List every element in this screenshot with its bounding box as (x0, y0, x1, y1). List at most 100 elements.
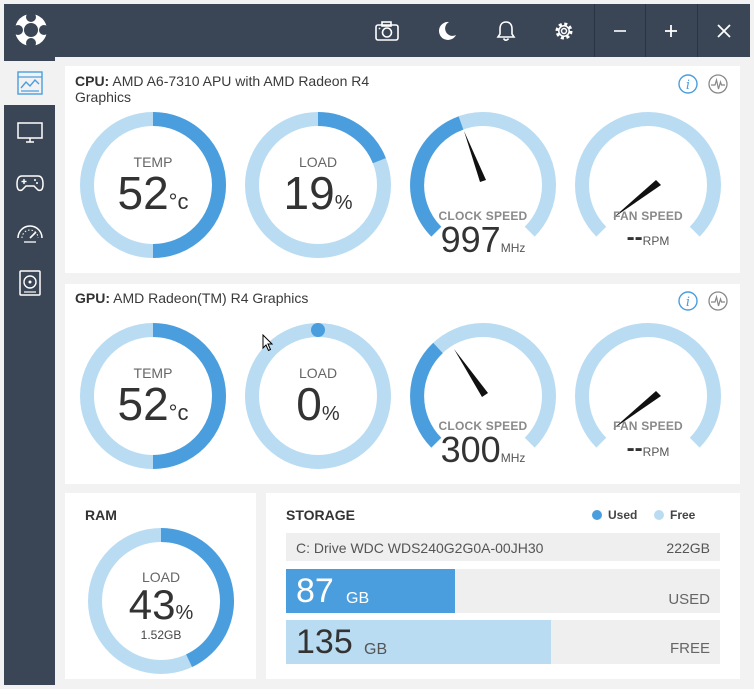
cpu-graph-button[interactable] (708, 74, 728, 94)
cpu-title: CPU: AMD A6-7310 APU with AMD Radeon R4 … (75, 73, 369, 105)
gamepad-icon (15, 175, 44, 192)
ram-load-unit: % (175, 602, 194, 624)
titlebar-separator (645, 4, 646, 57)
info-icon: i (678, 291, 698, 311)
app-window: CPU: AMD A6-7310 APU with AMD Radeon R4 … (4, 4, 750, 685)
gpu-fan-label: FAN SPEED (613, 419, 683, 433)
monitor-icon (16, 122, 43, 143)
cpu-clock-value: 997 (440, 219, 501, 260)
gpu-temp-label: TEMP (133, 365, 173, 381)
svg-text:i: i (686, 78, 690, 93)
gpu-name: AMD Radeon(TM) R4 Graphics (113, 290, 309, 306)
storage-title: STORAGE (286, 507, 355, 523)
gpu-graph-button[interactable] (708, 291, 728, 311)
cpu-clock-label: CLOCK SPEED (438, 209, 528, 223)
ram-load-label: LOAD (141, 569, 181, 585)
ram-load-arc (160, 528, 234, 668)
free-bar: 135 GB FREE (286, 620, 720, 664)
gpu-clock-unit: MHz (500, 451, 526, 465)
maximize-button[interactable] (645, 4, 697, 57)
cpu-prefix: CPU: (75, 73, 110, 89)
gpu-fan-value: -- (626, 435, 643, 462)
titlebar-separator (594, 4, 595, 57)
cpu-load-label: LOAD (298, 154, 338, 170)
cpu-panel: CPU: AMD A6-7310 APU with AMD Radeon R4 … (65, 66, 740, 273)
legend-used: Used (592, 508, 637, 522)
screenshot-button[interactable] (358, 4, 416, 57)
cpu-temp-readout: 52°c (78, 166, 228, 220)
gear-icon (555, 22, 573, 39)
used-label: USED (668, 591, 710, 608)
sidebar-item-dashboard[interactable] (4, 61, 55, 105)
gpu-load-value: 0 (296, 378, 322, 430)
free-unit: GB (364, 641, 388, 658)
sidebar-item-monitor[interactable] (4, 111, 55, 155)
legend-free: Free (654, 508, 695, 522)
gpu-info-button[interactable]: i (678, 291, 698, 311)
gpu-fan-gauge (575, 323, 721, 448)
free-label: FREE (669, 640, 710, 657)
cpu-temp-unit: °c (168, 189, 189, 214)
gpu-load-unit: % (321, 403, 340, 425)
cpu-temp-gauge (80, 112, 226, 258)
free-value: 135 (296, 623, 353, 661)
ram-load-value: 43 (128, 581, 176, 628)
cpu-clock-readout: 997MHz (408, 219, 558, 261)
close-icon (716, 23, 731, 38)
minimize-button[interactable] (594, 4, 645, 57)
storage-panel: STORAGE Used Free C: Drive WDC WDS240G2G… (266, 493, 740, 679)
title-bar (4, 4, 750, 57)
moon-icon (438, 21, 456, 40)
sidebar-item-games[interactable] (4, 161, 55, 205)
legend-free-swatch (654, 510, 664, 520)
gpu-panel: GPU: AMD Radeon(TM) R4 Graphics i TEMP 5… (65, 284, 740, 484)
cpu-name-line2: Graphics (75, 89, 132, 105)
gpu-fan-readout: --RPM (573, 435, 723, 463)
gpu-clock-gauge (410, 323, 556, 448)
settings-button[interactable] (535, 4, 593, 57)
sidebar (4, 57, 55, 685)
svg-text:i: i (686, 295, 690, 310)
cpu-load-value: 19 (283, 167, 335, 219)
cpu-name: AMD A6-7310 APU with AMD Radeon R4 (112, 73, 370, 89)
legend-used-swatch (592, 510, 602, 520)
cpu-fan-gauge (575, 112, 721, 237)
sidebar-item-storage[interactable] (4, 261, 55, 305)
ram-load-gauge (88, 528, 234, 674)
gpu-temp-gauge (80, 323, 226, 469)
gpu-clock-label: CLOCK SPEED (438, 419, 528, 433)
gpu-load-label: LOAD (298, 365, 338, 381)
drive-row[interactable]: C: Drive WDC WDS240G2G0A-00JH30 222GB (286, 533, 720, 561)
cpu-info-button[interactable]: i (678, 74, 698, 94)
minimize-icon (613, 29, 626, 32)
cpu-load-gauge (245, 112, 391, 258)
close-button[interactable] (697, 4, 750, 57)
drive-name: C: Drive WDC WDS240G2G0A-00JH30 (296, 540, 544, 556)
info-icon: i (678, 74, 698, 94)
ram-amount: 1.52GB (140, 628, 182, 642)
sidebar-item-performance[interactable] (4, 211, 55, 255)
cpu-clock-unit: MHz (500, 241, 526, 255)
cpu-fan-unit: RPM (642, 234, 670, 248)
cpu-fan-readout: --RPM (573, 224, 723, 252)
cpu-load-readout: 19% (243, 166, 393, 220)
cpu-temp-label: TEMP (133, 154, 173, 170)
gpu-temp-readout: 52°c (78, 377, 228, 431)
ram-load-readout: 43% (86, 581, 236, 629)
free-bar-fill (286, 620, 551, 664)
bell-icon (496, 20, 516, 41)
dark-mode-button[interactable] (418, 4, 476, 57)
gpu-clock-value: 300 (440, 429, 501, 470)
notifications-button[interactable] (477, 4, 535, 57)
ram-panel: RAM LOAD 43% 1.52GB (65, 493, 256, 679)
mouse-cursor-icon (262, 334, 274, 352)
speedometer-icon (16, 225, 43, 243)
gpu-temp-unit: °c (168, 400, 189, 425)
drive-icon (18, 270, 41, 296)
camera-icon (375, 20, 399, 41)
cpu-load-arc (317, 112, 386, 164)
cpu-load-unit: % (334, 192, 353, 214)
legend-free-label: Free (670, 508, 696, 522)
pulse-icon (708, 291, 728, 311)
cpu-fan-label: FAN SPEED (613, 209, 683, 223)
